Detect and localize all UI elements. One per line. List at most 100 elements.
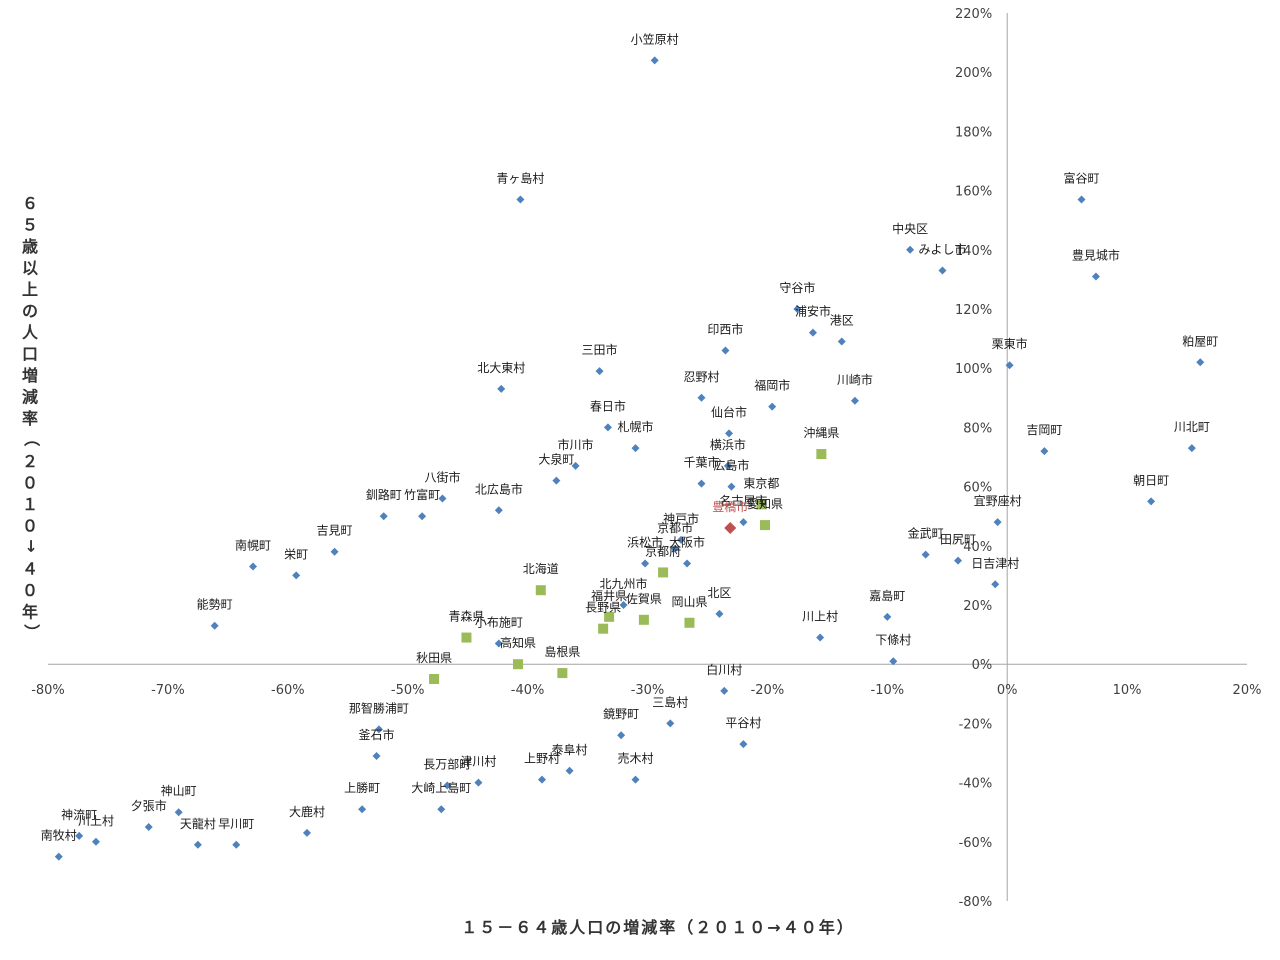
data-point-label: 東京都 bbox=[743, 476, 779, 490]
data-point-label: 那智勝浦町 bbox=[349, 700, 409, 715]
y-tick-label: -60% bbox=[959, 836, 993, 851]
data-point-municipality bbox=[91, 837, 100, 846]
data-point-municipality bbox=[494, 506, 503, 515]
data-point-label: 仙台市 bbox=[711, 404, 747, 419]
x-tick-label: 20% bbox=[1233, 683, 1262, 698]
data-point-municipality bbox=[1147, 497, 1156, 506]
data-point-municipality bbox=[617, 731, 626, 740]
y-tick-label: 100% bbox=[955, 362, 992, 377]
y-axis-title-char: の bbox=[22, 302, 40, 321]
data-point-label: 神山町 bbox=[161, 784, 197, 798]
data-point-label: 浜松市 bbox=[627, 535, 663, 550]
y-tick-label: 220% bbox=[955, 7, 992, 22]
data-point-label: 浦安市 bbox=[795, 304, 831, 319]
data-point-label: 横浜市 bbox=[710, 437, 746, 452]
x-tick-label: 10% bbox=[1113, 683, 1142, 698]
data-point-label: 忍野村 bbox=[683, 370, 719, 384]
data-point-label: 秋田県 bbox=[416, 651, 452, 665]
y-axis-title-char: 年 bbox=[22, 603, 40, 622]
data-point-label: 嘉島町 bbox=[869, 588, 905, 603]
data-point-label: 上野村 bbox=[524, 752, 560, 766]
data-point-municipality bbox=[837, 337, 846, 346]
data-point-municipality bbox=[650, 56, 659, 65]
data-point-label: 富谷町 bbox=[1064, 170, 1100, 185]
x-tick-label: -80% bbox=[31, 683, 65, 698]
y-axis-title-char: ０ bbox=[22, 581, 40, 600]
y-axis-title-char: 歳 bbox=[22, 237, 40, 256]
data-point-label: 北大東村 bbox=[477, 361, 525, 375]
data-point-municipality bbox=[571, 461, 580, 470]
data-point-label: 日吉津村 bbox=[971, 556, 1019, 570]
x-tick-label: -30% bbox=[631, 683, 665, 698]
data-point-label: 釜石市 bbox=[359, 727, 395, 742]
x-tick-label: -10% bbox=[871, 683, 905, 698]
data-point-label: 朝日町 bbox=[1133, 473, 1169, 487]
y-tick-label: 60% bbox=[963, 481, 992, 496]
y-axis-title-char: 率 bbox=[22, 409, 40, 428]
data-point-prefecture bbox=[756, 499, 767, 510]
data-point-prefecture bbox=[638, 614, 649, 625]
data-point-municipality bbox=[144, 823, 153, 831]
data-point-label: 高知県 bbox=[500, 635, 536, 650]
data-points bbox=[54, 56, 1205, 861]
data-point-municipality bbox=[174, 808, 183, 817]
data-point-label: 八街市 bbox=[424, 469, 460, 484]
data-point-municipality bbox=[883, 612, 892, 621]
data-point-municipality bbox=[1187, 444, 1196, 453]
data-point-label: 下條村 bbox=[875, 633, 911, 647]
data-point-label: 上勝町 bbox=[344, 780, 380, 795]
data-point-label: 大泉町 bbox=[538, 453, 574, 467]
y-tick-label: 180% bbox=[955, 125, 992, 140]
data-point-municipality bbox=[816, 633, 825, 642]
data-point-municipality bbox=[793, 305, 802, 313]
data-point-label: 釧路町 bbox=[366, 487, 402, 502]
data-point-label: 金武町 bbox=[908, 526, 944, 541]
data-point-label: 福井県 bbox=[591, 588, 627, 603]
data-point-label: 北海道 bbox=[523, 561, 559, 576]
data-point-municipality bbox=[850, 396, 859, 405]
y-axis-title-char: ４ bbox=[22, 560, 40, 579]
data-point-label: 札幌市 bbox=[618, 419, 654, 434]
y-axis-title-char: ） bbox=[22, 624, 41, 642]
y-tick-label: 0% bbox=[972, 658, 993, 673]
x-tick-label: -20% bbox=[751, 683, 785, 698]
data-point-label: 鏡野町 bbox=[603, 706, 639, 721]
data-point-municipality bbox=[697, 479, 706, 488]
data-point-label: 市川市 bbox=[558, 437, 594, 452]
y-tick-label: 120% bbox=[955, 303, 992, 318]
data-point-label: 広島市 bbox=[713, 458, 749, 473]
y-tick-label: -40% bbox=[959, 777, 993, 792]
data-point-label: 三島村 bbox=[652, 694, 688, 709]
data-point-municipality bbox=[374, 725, 383, 734]
data-point-municipality bbox=[1196, 358, 1205, 367]
y-axis-title-char: ２ bbox=[22, 452, 40, 471]
data-point-label: 天龍村 bbox=[180, 816, 216, 831]
data-point-municipality bbox=[193, 840, 202, 849]
x-tick-label: -40% bbox=[511, 683, 545, 698]
data-point-municipality bbox=[1005, 361, 1014, 370]
x-axis-tick-labels: -80% -70% -60% -50% -40% -30% -20% -10% 0% 10% 20% bbox=[31, 683, 1261, 698]
data-point-prefecture bbox=[604, 611, 615, 622]
data-point-label: 名古屋市 bbox=[719, 493, 767, 508]
data-point-municipality bbox=[906, 245, 915, 254]
data-point-prefecture bbox=[684, 617, 695, 628]
data-point-municipality bbox=[443, 781, 452, 790]
data-point-municipality bbox=[921, 550, 930, 559]
data-point-municipality bbox=[641, 559, 650, 568]
data-point-municipality bbox=[603, 423, 612, 432]
data-point-label: 北広島市 bbox=[475, 481, 523, 496]
data-point-label: 川崎市 bbox=[837, 372, 873, 387]
y-axis-title-char: ６ bbox=[22, 194, 40, 213]
data-point-label: 長野県 bbox=[585, 601, 621, 615]
data-point-label: 神戸市 bbox=[663, 511, 699, 526]
data-point-label: 守谷市 bbox=[779, 280, 815, 295]
data-point-label: 京都府 bbox=[645, 543, 681, 558]
data-point-label: 吉岡町 bbox=[1026, 423, 1062, 437]
data-point-label: 豊見城市 bbox=[1072, 247, 1120, 262]
data-point-municipality bbox=[372, 751, 381, 760]
data-point-municipality bbox=[438, 494, 447, 503]
data-point-label: 白川村 bbox=[706, 662, 742, 677]
